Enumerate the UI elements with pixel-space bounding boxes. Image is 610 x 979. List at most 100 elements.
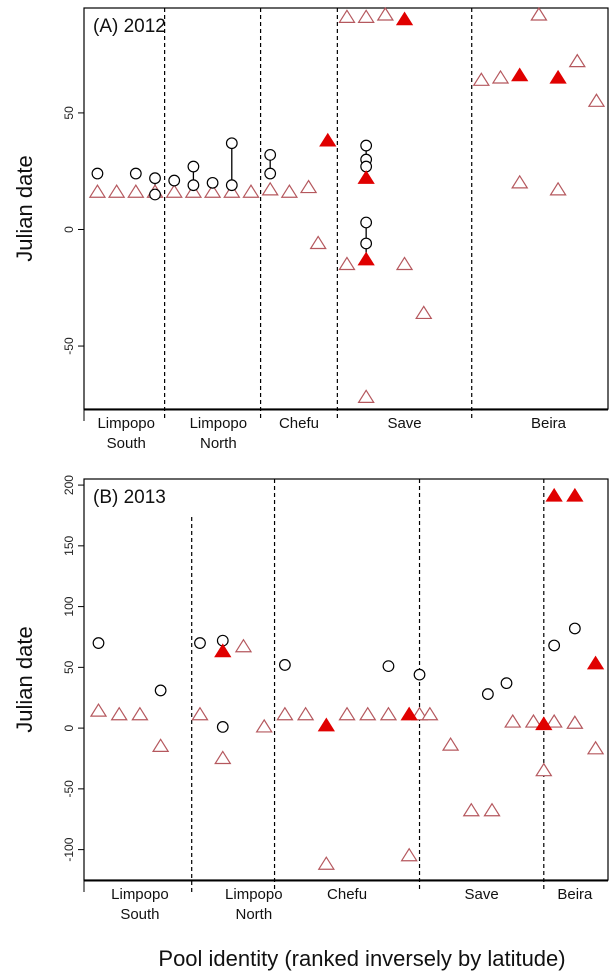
panel-a-open-triangle [309, 235, 327, 250]
panel-a-open-triangle [280, 184, 299, 198]
panel-b-group-label: Chefu [327, 886, 367, 903]
panel-b-filled-triangle [317, 717, 335, 732]
panel-a-group-label: North [200, 435, 237, 452]
panel-a-circle [149, 188, 161, 201]
panel-b-y-axis-label: Julian date [12, 626, 37, 732]
panel-b-open-triangle [462, 802, 480, 817]
panel-b-circle [568, 622, 581, 635]
panel-a-group-label: Limpopo [190, 415, 248, 432]
panel-a-circle [225, 137, 238, 150]
panel-b-open-triangle [410, 706, 429, 721]
panel-a-open-triangle [587, 93, 606, 107]
panel-a-open-triangle [127, 184, 145, 198]
panel-a-circle [360, 237, 373, 250]
panel-a-open-triangle [511, 174, 529, 189]
panel-a-open-triangle [299, 179, 318, 194]
panel-a-circle [129, 167, 142, 180]
panel-a-group-label: South [107, 435, 146, 452]
panel-b-ytick-label: 150 [62, 536, 76, 556]
panel-b-open-triangle [586, 740, 605, 755]
panel-a-circle [149, 172, 161, 185]
panel-a-open-triangle [530, 6, 548, 21]
panel-b-filled-triangle [400, 706, 418, 721]
panel-b-ytick-label: 50 [62, 660, 76, 674]
panel-a-frame [83, 7, 609, 410]
panel-a-open-triangle [107, 184, 126, 198]
panel-b-open-triangle [214, 750, 232, 765]
panel-a-circle [264, 167, 277, 180]
panel-b-circle [382, 660, 395, 673]
panel-a-y-axis-label: Julian date [12, 155, 37, 261]
panel-a-ytick-label: 0 [62, 226, 76, 233]
panel-b-circle [481, 688, 494, 700]
panel-b-filled-triangle [545, 487, 563, 502]
panel-b-filled-triangle [566, 487, 584, 502]
panel-b-open-triangle [421, 706, 439, 721]
panel-a-open-triangle [203, 184, 222, 198]
panel-a-circle [168, 174, 181, 187]
panel-b-open-triangle [545, 713, 563, 728]
panel-a-filled-triangle [511, 67, 529, 82]
panel-a-circle [360, 216, 373, 229]
panel-a-circle [187, 160, 200, 173]
panel-b-open-triangle [524, 713, 543, 728]
panel-b-group-label: North [235, 906, 272, 923]
panel-b-ytick-label: -50 [62, 780, 76, 798]
panel-b-open-triangle [504, 713, 522, 728]
panel-a-open-triangle [549, 181, 567, 196]
panel-b-open-triangle [483, 802, 501, 817]
panel-b-title: (B) 2013 [93, 487, 166, 508]
panel-b-frame [83, 478, 609, 881]
panel-b-open-triangle [359, 706, 377, 721]
panel-b-circle [216, 720, 229, 733]
panel-a-open-triangle [568, 53, 586, 68]
panel-a-open-triangle [223, 184, 241, 198]
panel-b-open-triangle [151, 738, 170, 752]
panel-a-filled-triangle [357, 170, 375, 184]
panel-b-open-triangle [234, 638, 253, 653]
panel-a-circle [264, 148, 277, 161]
panel-b-open-triangle [89, 702, 108, 717]
panel-b-open-triangle [191, 706, 209, 721]
panel-b-circle [194, 637, 206, 649]
panel-b-circle [92, 637, 105, 649]
panel-a-group-label: Chefu [279, 415, 319, 432]
panel-a-open-triangle [261, 181, 279, 196]
panel-a-title: (A) 2012 [93, 16, 166, 37]
panel-b-circle [413, 668, 426, 681]
panel-b-open-triangle [535, 762, 553, 777]
panel-b-group-label: Limpopo [111, 886, 169, 903]
panel-b-open-triangle [566, 715, 584, 729]
panel-a-circle [91, 167, 104, 180]
panel-a-ytick-label: -50 [62, 337, 76, 355]
panel-b-ytick-label: 100 [62, 596, 76, 616]
panel-b-group-label: Limpopo [225, 886, 283, 903]
panel-a-open-triangle [357, 9, 375, 23]
panel-a-open-triangle [338, 9, 356, 23]
panel-a-ytick-label: 50 [62, 106, 76, 120]
panel-b-circle [548, 639, 561, 652]
panel-a-group-label: Beira [531, 415, 567, 432]
panel-b-open-triangle [400, 847, 418, 862]
panel-b-group-label: Save [465, 886, 499, 903]
panel-b-ytick-label: 0 [62, 724, 76, 731]
panel-b-2013: -100 -50 0 50 100 150 200 Julian date (B) 2013 Li… [12, 475, 609, 923]
x-axis-label: Pool identity (ranked inversely by latit… [158, 946, 565, 971]
panel-a-filled-triangle [319, 132, 337, 147]
panel-a-group-label: Limpopo [97, 415, 155, 432]
panel-b-open-triangle [379, 706, 398, 721]
panel-a-open-triangle [395, 256, 414, 271]
panel-a-filled-triangle [357, 251, 375, 266]
panel-b-filled-triangle [586, 655, 605, 670]
panel-a-open-triangle [242, 184, 260, 198]
panel-b-group-label: South [120, 906, 159, 923]
panel-b-open-triangle [276, 706, 294, 721]
panel-a-open-triangle [376, 6, 394, 21]
panel-a-open-triangle [357, 389, 375, 403]
panel-a-circle [225, 179, 238, 192]
panel-a-open-triangle [472, 72, 490, 86]
panel-a-open-triangle [338, 256, 356, 271]
panel-a-open-triangle [491, 69, 510, 84]
panel-a-open-triangle [88, 184, 107, 198]
panel-b-group-label: Beira [557, 886, 593, 903]
